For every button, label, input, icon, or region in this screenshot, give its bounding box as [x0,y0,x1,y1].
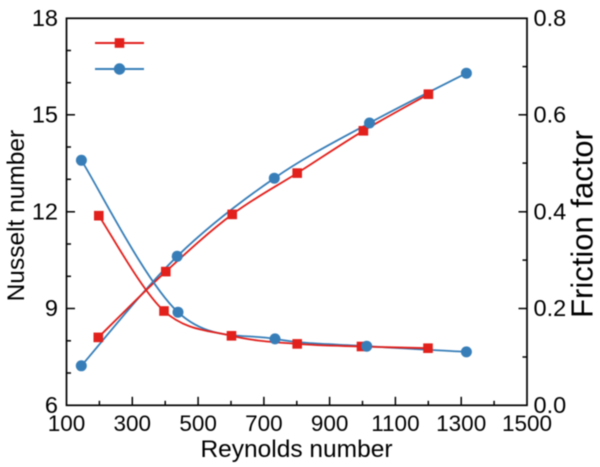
svg-text:18: 18 [32,5,58,31]
svg-text:500: 500 [179,411,217,436]
svg-text:Nusselt number: Nusselt number [3,130,30,302]
svg-text:900: 900 [311,411,349,436]
svg-text:700: 700 [245,411,283,436]
svg-text:Friction factor: Friction factor [565,130,600,318]
svg-text:0.4: 0.4 [534,199,567,225]
svg-text:0.2: 0.2 [534,295,567,321]
svg-text:6: 6 [45,392,58,418]
svg-text:1100: 1100 [371,411,419,436]
svg-text:Reynolds number: Reynolds number [200,436,392,463]
svg-text:300: 300 [114,411,152,436]
svg-text:15: 15 [32,102,58,128]
svg-text:0.6: 0.6 [534,102,567,128]
svg-text:0.0: 0.0 [534,392,567,418]
svg-text:1500: 1500 [502,411,552,436]
svg-text:1300: 1300 [436,411,486,436]
svg-text:9: 9 [45,295,58,321]
svg-text:100: 100 [48,411,86,436]
svg-text:0.8: 0.8 [534,5,567,31]
svg-text:12: 12 [32,199,58,225]
